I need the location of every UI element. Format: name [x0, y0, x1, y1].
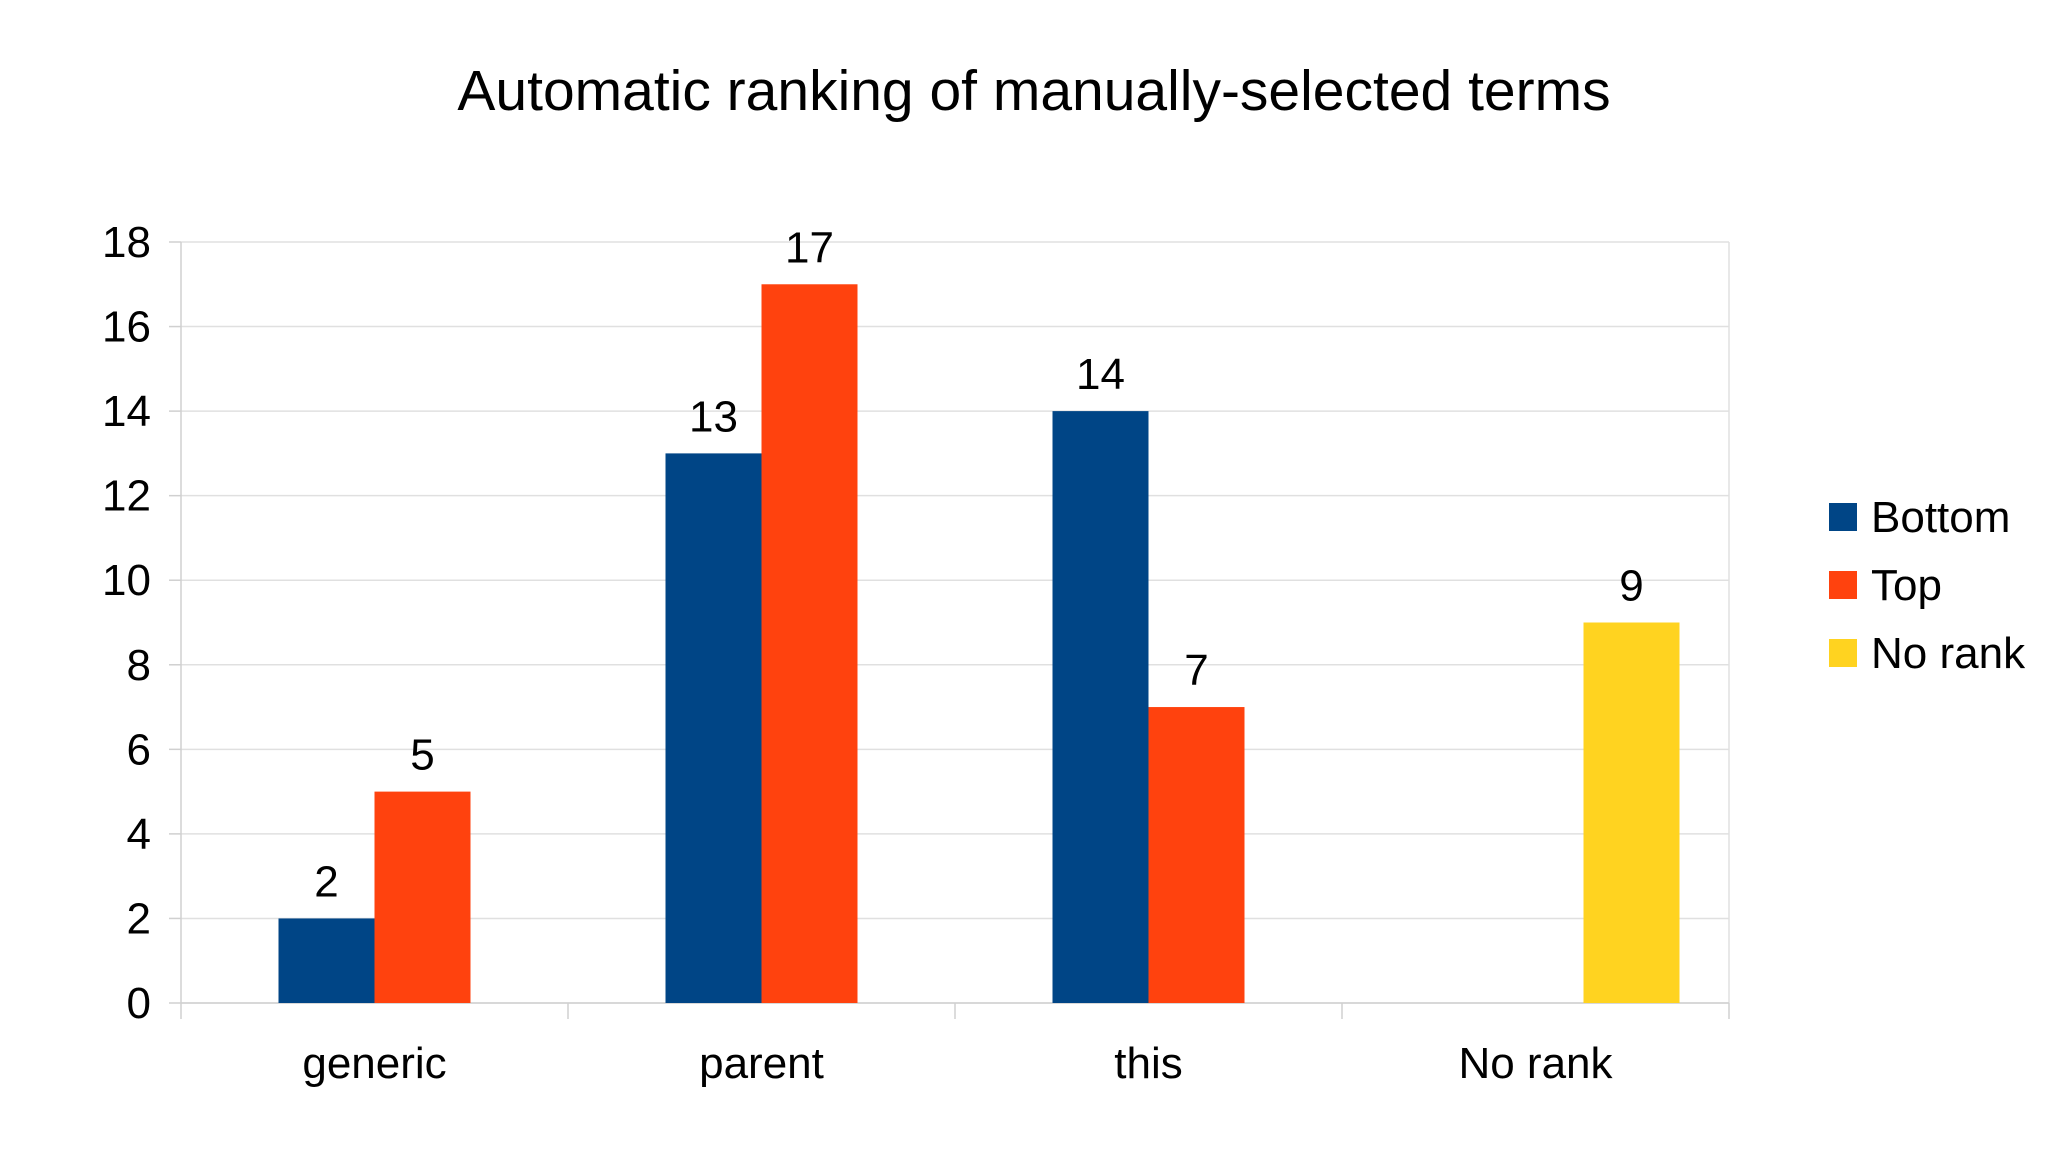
bar-value-label: 17 [785, 223, 834, 272]
bar-value-label: 2 [314, 857, 338, 906]
y-tick-label: 14 [102, 387, 151, 436]
x-category-label: generic [302, 1039, 446, 1088]
legend-label: Top [1871, 561, 1942, 610]
x-category-label: parent [699, 1039, 824, 1088]
y-tick-label: 12 [102, 472, 151, 521]
y-tick-label: 6 [127, 725, 151, 774]
y-tick-label: 18 [102, 218, 151, 267]
legend-swatch [1829, 639, 1857, 667]
chart-title: Automatic ranking of manually-selected t… [457, 59, 1610, 123]
y-tick-label: 10 [102, 556, 151, 605]
bar-value-label: 5 [410, 731, 434, 780]
y-tick-label: 16 [102, 303, 151, 352]
bar-top-generic [374, 791, 471, 1003]
legend-swatch [1829, 571, 1857, 599]
bar-value-label: 13 [689, 392, 738, 441]
bar-top-parent [761, 284, 858, 1003]
y-tick-label: 4 [127, 810, 151, 859]
y-tick-label: 8 [127, 641, 151, 690]
legend-label: Bottom [1871, 493, 2010, 542]
bar-value-label: 14 [1076, 350, 1125, 399]
legend: Bottom Top No rank [1829, 493, 2026, 678]
y-tick-label: 2 [127, 894, 151, 943]
bar-bottom-this [1052, 411, 1149, 1004]
bars [278, 284, 1680, 1004]
axes: 0 2 4 6 8 10 12 14 16 18 generic parent this No rank [102, 218, 1730, 1088]
x-category-label: this [1114, 1039, 1182, 1088]
bar-bottom-parent [665, 453, 762, 1003]
data-labels: 2 5 13 17 14 7 9 [314, 223, 1643, 906]
bar-value-label: 7 [1184, 646, 1208, 695]
bar-top-this [1148, 707, 1245, 1003]
x-category-label: No rank [1458, 1039, 1613, 1088]
legend-label: No rank [1871, 629, 2026, 678]
bar-bottom-generic [278, 918, 375, 1003]
y-tick-label: 0 [127, 979, 151, 1028]
bar-no-rank-no-rank [1583, 622, 1680, 1003]
bar-value-label: 9 [1619, 562, 1643, 611]
legend-swatch [1829, 503, 1857, 531]
